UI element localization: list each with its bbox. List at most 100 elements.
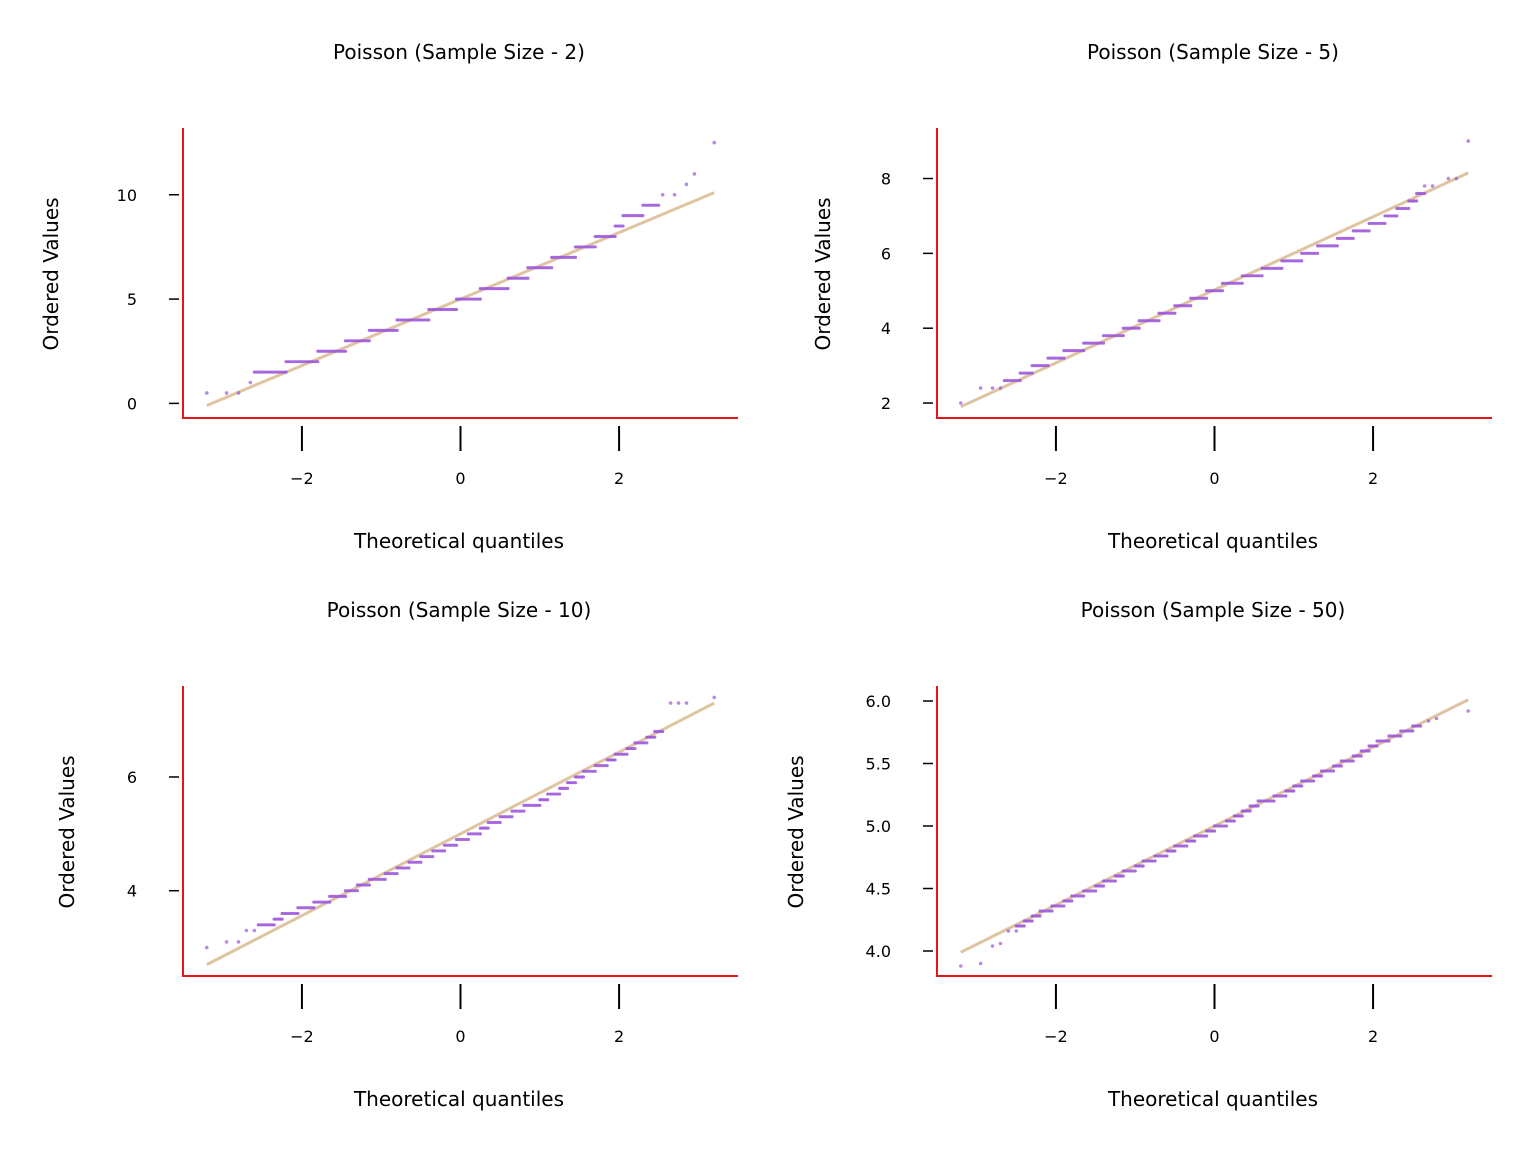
- data-point: [1037, 364, 1041, 368]
- data-point: [419, 860, 423, 864]
- data-point: [1084, 889, 1088, 893]
- data-point: [1055, 904, 1059, 908]
- data-point: [660, 192, 665, 197]
- data-point: [309, 906, 314, 910]
- data-point: [1315, 244, 1320, 248]
- data-point: [1121, 874, 1125, 878]
- data-point: [1289, 259, 1293, 263]
- data-point: [1016, 378, 1020, 383]
- data-point: [270, 370, 275, 374]
- data-point: [244, 928, 249, 933]
- data-point: [1050, 356, 1055, 360]
- data-point: [1104, 879, 1108, 883]
- data-point: [1101, 341, 1106, 345]
- data-point: [645, 203, 649, 207]
- data-point: [1360, 229, 1364, 233]
- data-point: [1189, 304, 1193, 308]
- data-point: [259, 370, 263, 374]
- data-point: [1291, 259, 1295, 263]
- data-point: [533, 803, 537, 808]
- data-point: [464, 837, 468, 842]
- data-point: [1209, 289, 1213, 293]
- data-point: [1180, 304, 1184, 308]
- data-point: [268, 923, 272, 927]
- data-point: [270, 923, 274, 927]
- data-point: [1419, 724, 1423, 728]
- data-point: [1231, 281, 1236, 285]
- data-point: [1312, 779, 1316, 783]
- data-point: [1059, 904, 1064, 908]
- data-point: [1282, 259, 1286, 263]
- data-point: [593, 769, 597, 773]
- data-point: [623, 752, 627, 756]
- data-point: [1207, 289, 1211, 293]
- data-point: [265, 923, 269, 927]
- data-point: [1375, 739, 1379, 743]
- data-point: [1086, 889, 1091, 893]
- data-point: [1044, 364, 1048, 368]
- data-point: [1351, 236, 1355, 240]
- data-point: [452, 843, 456, 847]
- data-point: [1106, 879, 1110, 883]
- data-point: [1166, 311, 1170, 315]
- data-point: [365, 883, 369, 887]
- data-point: [1385, 214, 1389, 218]
- data-point: [1261, 799, 1265, 803]
- data-point: [1117, 334, 1121, 338]
- data-point: [1072, 894, 1076, 898]
- data-point: [609, 234, 613, 239]
- data-point: [1311, 251, 1315, 255]
- data-point: [581, 769, 585, 773]
- data-point: [1046, 364, 1050, 368]
- data-point: [261, 370, 266, 374]
- data-point: [1383, 214, 1387, 218]
- data-point: [603, 764, 607, 768]
- data-point: [252, 928, 257, 933]
- data-point: [1180, 844, 1184, 848]
- data-point: [224, 940, 229, 944]
- qq-panel-sample-size-50: Poisson (Sample Size - 50) Ordered Value…: [784, 598, 1492, 1111]
- qq-panel-sample-size-5: Poisson (Sample Size - 5) Ordered Values…: [811, 40, 1492, 553]
- y-tick-label: 10: [117, 186, 137, 205]
- data-point: [224, 391, 229, 395]
- data-point: [990, 386, 995, 390]
- data-point: [584, 769, 588, 773]
- data-point: [1018, 378, 1022, 383]
- data-point: [1093, 889, 1098, 893]
- data-point: [1326, 244, 1331, 248]
- data-point: [550, 266, 554, 270]
- data-point: [1388, 214, 1392, 218]
- data-point: [1052, 904, 1056, 908]
- data-point: [1281, 794, 1286, 798]
- data-point: [1011, 378, 1016, 383]
- data-point: [1240, 281, 1244, 285]
- data-point: [593, 245, 597, 249]
- data-point: [1055, 356, 1059, 360]
- x-tick-label: 2: [614, 469, 624, 488]
- data-point: [1133, 326, 1137, 330]
- data-point: [1375, 744, 1379, 748]
- data-point: [1423, 191, 1427, 196]
- data-point: [413, 318, 417, 322]
- data-point: [526, 803, 531, 808]
- y-tick-label: 5.0: [866, 817, 891, 836]
- data-point: [1315, 251, 1320, 255]
- data-point: [1270, 799, 1274, 803]
- data-point: [1030, 371, 1034, 375]
- data-point: [1251, 274, 1255, 278]
- data-point: [1406, 729, 1410, 733]
- data-point: [1128, 869, 1133, 873]
- data-point: [1131, 869, 1135, 873]
- data-point: [1300, 779, 1304, 783]
- data-point: [1148, 319, 1152, 323]
- data-point: [1269, 266, 1273, 270]
- data-point: [443, 849, 447, 853]
- data-point: [339, 894, 343, 898]
- data-point: [1126, 326, 1130, 330]
- data-point: [383, 872, 387, 876]
- data-point: [393, 872, 397, 876]
- data-point: [1415, 199, 1419, 203]
- data-point: [958, 964, 963, 968]
- data-point: [1157, 319, 1161, 323]
- data-point: [493, 820, 497, 825]
